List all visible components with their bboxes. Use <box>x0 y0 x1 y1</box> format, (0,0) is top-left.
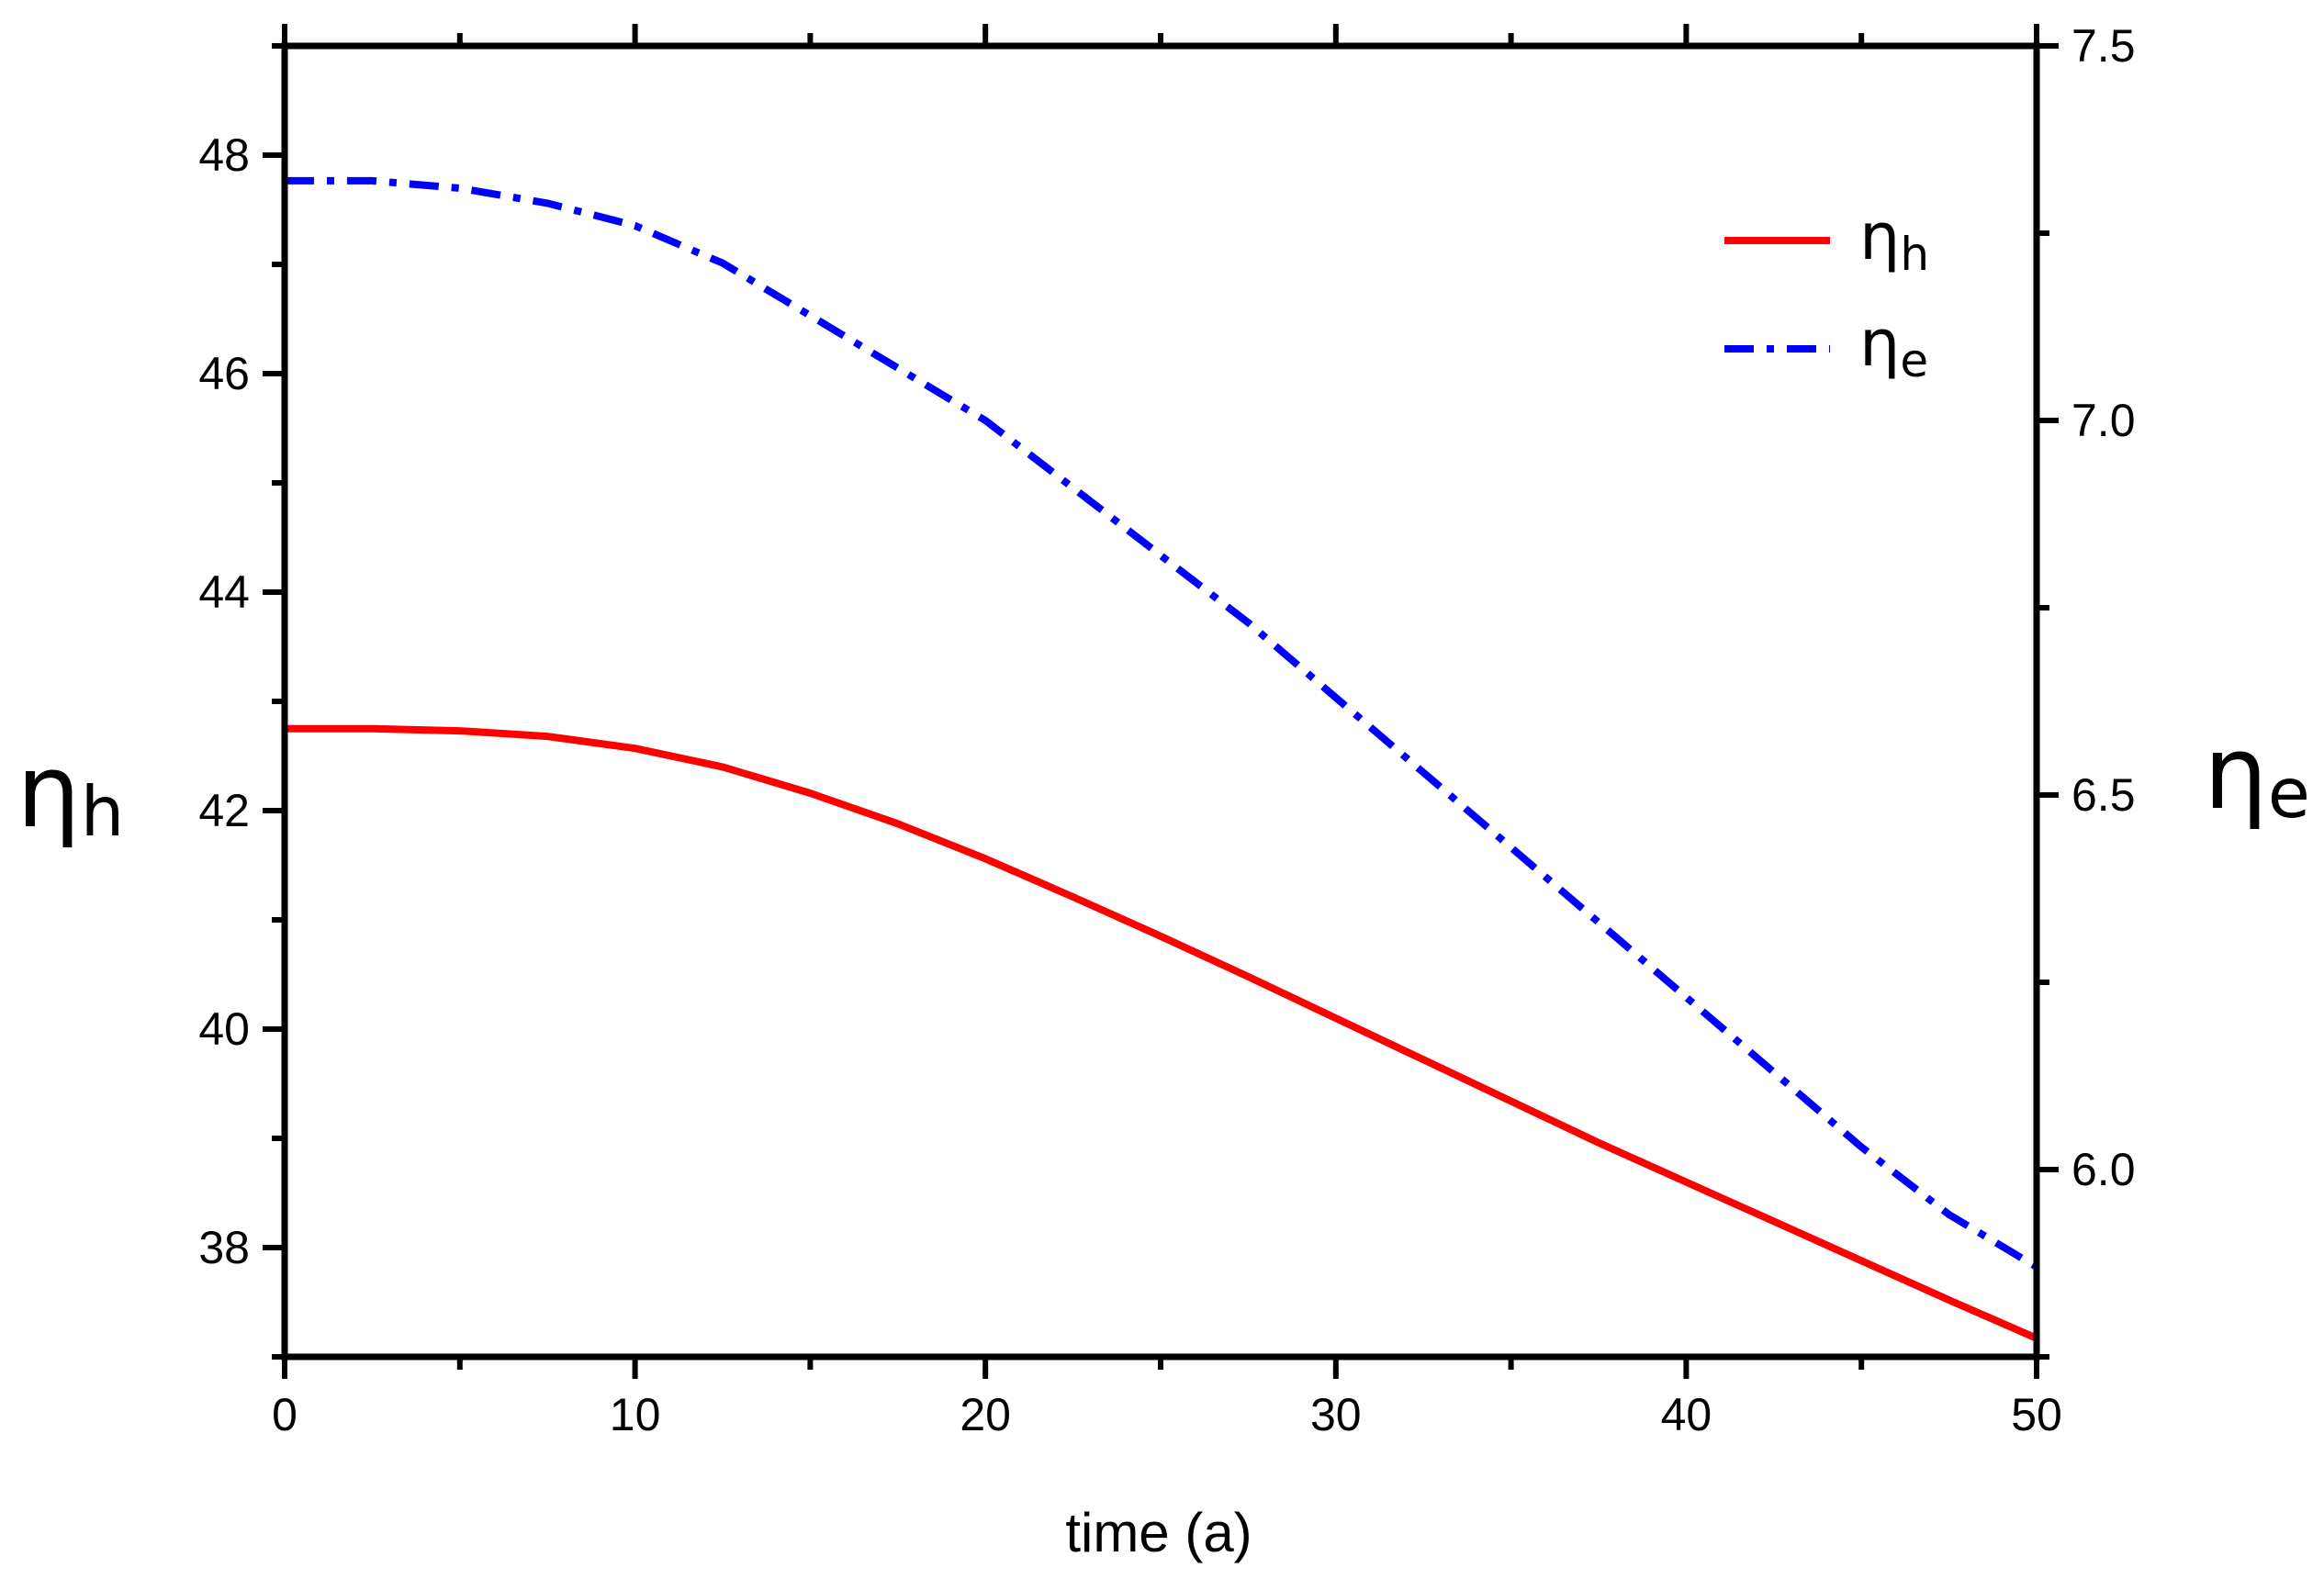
left-axis-title: ηh <box>17 733 124 852</box>
legend-label-eta-h: ηh <box>1859 199 1929 281</box>
series-layer <box>285 176 2039 1342</box>
y-left-tick-label: 48 <box>198 129 250 181</box>
y-left-tick-label: 42 <box>198 785 250 836</box>
x-tick-label: 10 <box>610 1389 661 1440</box>
series-line-eta-e <box>285 176 2039 1271</box>
y-right-tick-label: 6.0 <box>2071 1144 2136 1195</box>
legend-label-eta-e-sub: e <box>1900 334 1928 387</box>
y-right-tick-label: 7.5 <box>2071 20 2136 72</box>
y-left-tick-label: 38 <box>198 1222 250 1273</box>
plot-frame <box>281 42 2040 1361</box>
y-left-tick-label: 46 <box>198 348 250 399</box>
legend-label-eta-h-sub: h <box>1900 228 1929 281</box>
legend-label-eta-h-main: η <box>1859 199 1900 274</box>
y-right-tick-label: 6.5 <box>2071 769 2136 821</box>
legend: ηh ηe <box>1724 199 1929 387</box>
y-right-tick-label: 7.0 <box>2071 395 2136 446</box>
legend-label-eta-e-main: η <box>1859 306 1900 381</box>
x-tick-label: 50 <box>2011 1389 2062 1440</box>
y-left-tick-label: 44 <box>198 566 250 618</box>
x-tick-label: 30 <box>1310 1389 1362 1440</box>
ticks-layer: 0 10 20 30 40 50 38 40 42 44 46 48 6.0 6.5 7.0 7.5 <box>198 20 2135 1440</box>
legend-label-eta-e: ηe <box>1859 306 1928 387</box>
x-tick-label: 0 <box>272 1389 298 1440</box>
left-axis-title-sub: h <box>81 771 125 852</box>
y-left-tick-label: 40 <box>198 1003 250 1055</box>
x-tick-label: 20 <box>960 1389 1011 1440</box>
series-line-eta-h <box>285 724 2038 1342</box>
right-axis-title-main: η <box>2204 714 2268 832</box>
x-tick-label: 40 <box>1661 1389 1712 1440</box>
left-axis-title-main: η <box>17 733 81 850</box>
x-axis-title: time (a) <box>1065 1502 1252 1563</box>
right-axis-title: ηe <box>2204 714 2310 834</box>
right-axis-title-sub: e <box>2268 753 2310 834</box>
